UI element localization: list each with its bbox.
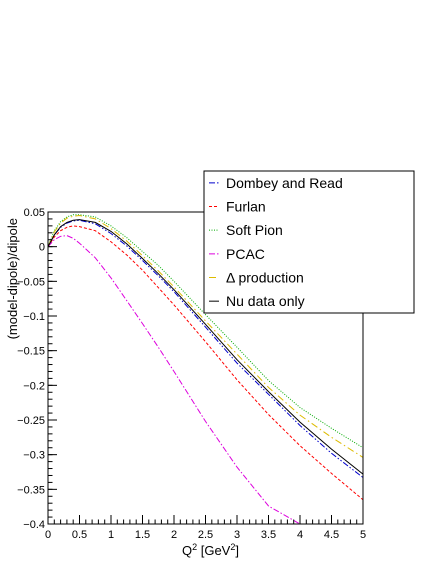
series-line-2: [47, 214, 364, 449]
y-tick-label: −0.15: [17, 346, 45, 358]
legend-label: Dombey and Read: [226, 175, 343, 191]
x-tick-label: 1.5: [135, 529, 150, 541]
y-tick-label: −0.3: [23, 450, 45, 462]
legend-label: Δ production: [226, 270, 304, 286]
x-tick-label: 4: [297, 529, 303, 541]
y-tick-label: −0.25: [17, 415, 45, 427]
series-line-5: [47, 219, 364, 475]
y-tick-label: −0.2: [23, 380, 45, 392]
series-line-1: [47, 225, 364, 501]
x-tick-label: 5: [360, 529, 366, 541]
y-tick-label: −0.4: [23, 519, 45, 531]
x-tick-label: 3.5: [261, 529, 276, 541]
x-axis-title: Q2 [GeV2]: [182, 542, 239, 558]
series-layer: [47, 214, 364, 525]
x-tick-label: 4.5: [324, 529, 339, 541]
ticks-layer: 0 0.5 1 1.5 2 2.5 3 3.5 4 4.5 5 0.05 0 −0.05 −0.1 −0.15…: [17, 207, 366, 541]
y-axis-title: (model-dipole)/dipole: [5, 218, 20, 339]
legend-label: Furlan: [226, 199, 266, 215]
x-tick-label: 2: [171, 529, 177, 541]
legend: Dombey and Read Furlan Soft Pion PCAC Δ prod…: [203, 170, 415, 314]
legend-label: Nu data only: [226, 293, 305, 309]
x-tick-label: 2.5: [198, 529, 213, 541]
series-line-3: [47, 235, 301, 525]
x-tick-label: 0: [45, 529, 51, 541]
x-tick-label: 1: [108, 529, 114, 541]
y-tick-label: −0.1: [23, 311, 45, 323]
x-tick-label: 3: [234, 529, 240, 541]
legend-label: Soft Pion: [226, 222, 283, 238]
series-line-4: [47, 214, 364, 458]
x-tick-label: 0.5: [72, 529, 87, 541]
y-tick-label: −0.35: [17, 484, 45, 496]
y-tick-label: 0.05: [24, 207, 45, 219]
series-line-0: [47, 219, 364, 478]
legend-box: [203, 170, 415, 314]
y-tick-label: −0.05: [17, 276, 45, 288]
y-tick-label: 0: [39, 242, 45, 254]
legend-label: PCAC: [226, 246, 265, 262]
